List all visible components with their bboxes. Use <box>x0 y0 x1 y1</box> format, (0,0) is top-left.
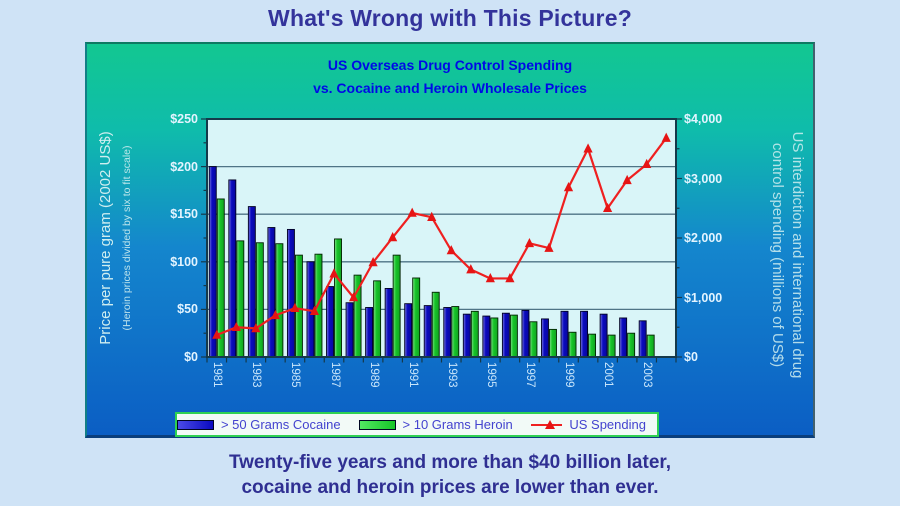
right-axis-title-line2: control spending (millions of US$) <box>769 142 786 368</box>
legend-label-cocaine: > 50 Grams Cocaine <box>220 417 341 432</box>
left-axis-label-$250: $250 <box>170 112 198 126</box>
x-axis-label-1999: 1999 <box>563 362 576 388</box>
right-axis-label-$4,000: $4,000 <box>684 112 723 126</box>
x-axis-label-1991: 1991 <box>406 362 419 388</box>
x-axis-label-1987: 1987 <box>328 362 341 388</box>
right-axis-label-$1,000: $1,000 <box>684 290 723 305</box>
right-axis-title-line1: US interdiction and international drug <box>789 131 806 379</box>
legend-swatch-cocaine <box>177 419 214 430</box>
legend-label-us-spending: US Spending <box>569 417 646 432</box>
caption: Twenty-five years and more than $40 bill… <box>0 450 900 500</box>
caption-line2: cocaine and heroin prices are lower than… <box>241 477 659 498</box>
left-axis-label-$0: $0 <box>184 350 198 364</box>
left-axis-label-$150: $150 <box>170 207 198 222</box>
legend-label-heroin: > 10 Grams Heroin <box>402 417 513 432</box>
right-axis-label-$2,000: $2,000 <box>684 231 723 245</box>
x-axis-label-2001: 2001 <box>602 362 615 388</box>
x-axis-label-2003: 2003 <box>641 362 654 388</box>
x-axis-label-1997: 1997 <box>523 362 536 388</box>
left-axis-title: Price per pure gram (2002 US$) <box>97 131 114 345</box>
right-axis-label-$0: $0 <box>684 350 698 364</box>
legend-marker-us-spending-icon <box>530 419 563 429</box>
left-axis-label-$50: $50 <box>177 302 198 317</box>
chart-title-line1: US Overseas Drug Control Spending <box>327 57 573 73</box>
chart-title: US Overseas Drug Control Spending vs. Co… <box>85 54 815 100</box>
legend: > 50 Grams Cocaine > 10 Grams Heroin US … <box>175 412 659 437</box>
left-axis-label-$200: $200 <box>170 159 198 174</box>
x-axis-label-1995: 1995 <box>484 362 497 388</box>
legend-swatch-heroin <box>358 419 396 430</box>
x-axis-label-1983: 1983 <box>250 362 263 388</box>
left-axis-label-$100: $100 <box>170 254 198 269</box>
left-axis-subtitle: (Heroin prices divided by six to fit sca… <box>121 145 133 331</box>
page-title: What's Wrong with This Picture? <box>268 5 632 31</box>
caption-line1: Twenty-five years and more than $40 bill… <box>228 452 672 473</box>
x-axis-label-1985: 1985 <box>289 362 302 388</box>
x-axis-label-1981: 1981 <box>211 362 224 388</box>
triangle-marker-icon <box>544 419 555 429</box>
chart-title-line2: vs. Cocaine and Heroin Wholesale Prices <box>313 80 587 96</box>
x-axis-label-1993: 1993 <box>445 362 458 388</box>
right-axis-label-$3,000: $3,000 <box>684 171 723 186</box>
x-axis-label-1989: 1989 <box>367 362 380 388</box>
